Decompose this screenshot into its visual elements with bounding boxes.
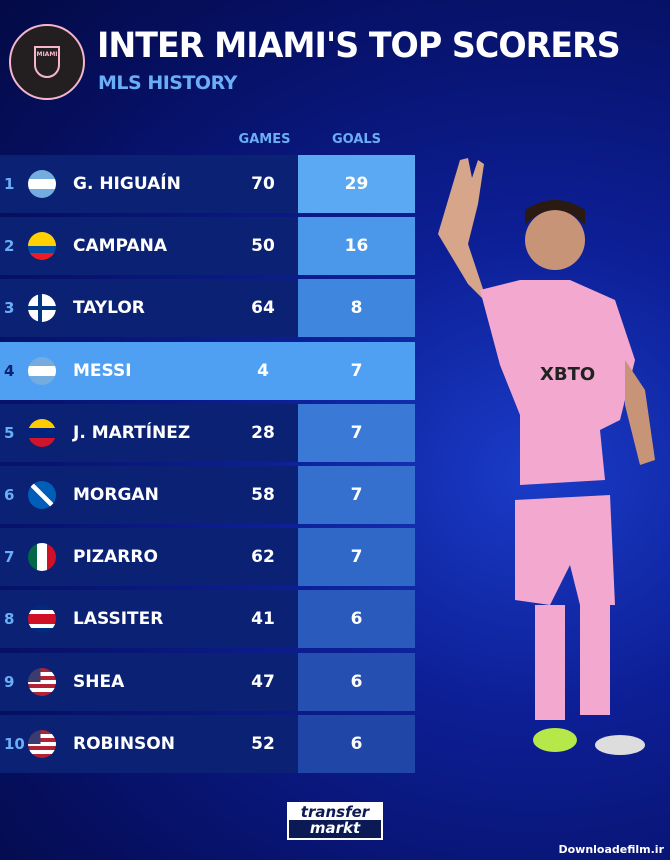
player-cell: 9 SHEA 47	[0, 652, 298, 711]
ecuador-flag-icon	[28, 232, 56, 261]
goals-value: 7	[298, 528, 415, 587]
player-cell: 5 J. MARTÍNEZ 28	[0, 403, 298, 462]
rank: 4	[4, 361, 15, 380]
player-name: LASSITER	[73, 609, 164, 630]
player-cell: 7 PIZARRO 62	[0, 528, 298, 587]
rank: 9	[4, 672, 15, 691]
venezuela-flag-icon	[28, 418, 56, 447]
table-row: 4 MESSI 4 7	[0, 341, 415, 400]
logo-text: MIAMI	[36, 51, 58, 58]
page-subtitle: MLS HISTORY	[98, 72, 237, 94]
rank: 8	[4, 610, 15, 629]
games-value: 52	[251, 733, 275, 754]
scotland-flag-icon	[28, 481, 56, 509]
games-value: 58	[251, 485, 275, 505]
page-title: INTER MIAMI'S TOP SCORERS	[97, 26, 621, 66]
transfermarkt-logo: transfer markt	[287, 802, 383, 840]
finland-flag-icon	[28, 294, 56, 323]
table-row: 9 SHEA 47 6	[0, 652, 415, 711]
goals-value: 29	[298, 155, 415, 213]
usa-flag-icon	[28, 667, 56, 696]
player-cell: 2 CAMPANA 50	[0, 217, 298, 276]
goals-value: 7	[298, 403, 415, 462]
player-cell: 8 LASSITER 41	[0, 590, 298, 649]
player-name: J. MARTÍNEZ	[73, 422, 191, 443]
table-row: 3 TAYLOR 64 8	[0, 279, 415, 338]
logo-shield: MIAMI	[34, 46, 60, 78]
goals-value: 7	[298, 466, 415, 524]
table-row: 10 ROBINSON 52 6	[0, 714, 415, 773]
goals-value: 16	[298, 217, 415, 276]
player-photo: XBTO	[438, 158, 655, 755]
games-value: 47	[251, 671, 275, 692]
table-row: 2 CAMPANA 50 16	[0, 217, 415, 276]
player-name: PIZARRO	[73, 547, 158, 568]
games-column-header: GAMES	[238, 132, 291, 147]
player-cell: 6 MORGAN 58	[0, 466, 298, 524]
table-row: 8 LASSITER 41 6	[0, 590, 415, 649]
goals-value: 6	[298, 590, 415, 649]
games-value: 50	[251, 236, 275, 257]
games-value: 70	[251, 174, 275, 194]
rank: 1	[4, 175, 15, 193]
rank: 2	[4, 237, 15, 256]
goals-column-header: GOALS	[331, 132, 382, 147]
watermark: Downloadefilm.ir	[558, 843, 664, 856]
player-name: CAMPANA	[73, 236, 167, 257]
brand-line2: markt	[309, 819, 361, 837]
player-name: G. HIGUAÍN	[73, 174, 181, 194]
costa-rica-flag-icon	[28, 605, 56, 634]
table-row: 7 PIZARRO 62 7	[0, 528, 415, 587]
player-name: SHEA	[73, 671, 125, 692]
player-name: MESSI	[73, 360, 132, 381]
player-cell: 1 G. HIGUAÍN 70	[0, 155, 298, 213]
player-name: TAYLOR	[73, 298, 145, 319]
rank: 7	[4, 548, 15, 567]
usa-flag-icon	[28, 729, 56, 758]
games-value: 4	[257, 360, 269, 381]
goals-value: 6	[298, 652, 415, 711]
table-row: 5 J. MARTÍNEZ 28 7	[0, 403, 415, 462]
rank: 6	[4, 486, 15, 504]
table-row: 6 MORGAN 58 7	[0, 466, 415, 524]
player-cell: 3 TAYLOR 64	[0, 279, 298, 338]
rank: 10	[4, 734, 25, 753]
player-cell: 10 ROBINSON 52	[0, 714, 298, 773]
rank: 5	[4, 423, 15, 442]
table-row: 1 G. HIGUAÍN 70 29	[0, 155, 415, 213]
rank: 3	[4, 299, 15, 318]
games-value: 41	[251, 609, 275, 630]
inter-miami-logo: MIAMI	[9, 24, 85, 100]
player-name: MORGAN	[73, 485, 159, 505]
sponsor-text: XBTO	[540, 364, 595, 385]
games-value: 64	[251, 298, 275, 319]
games-value: 28	[251, 422, 275, 443]
brand-line1: transfer	[289, 804, 381, 820]
argentina-flag-icon	[28, 356, 56, 385]
games-value: 62	[251, 547, 275, 568]
goals-value: 6	[298, 714, 415, 773]
player-cell: 4 MESSI 4	[0, 341, 298, 400]
argentina-flag-icon	[28, 170, 56, 198]
goals-value: 7	[298, 341, 415, 400]
player-name: ROBINSON	[73, 733, 175, 754]
goals-value: 8	[298, 279, 415, 338]
mexico-flag-icon	[28, 543, 56, 572]
